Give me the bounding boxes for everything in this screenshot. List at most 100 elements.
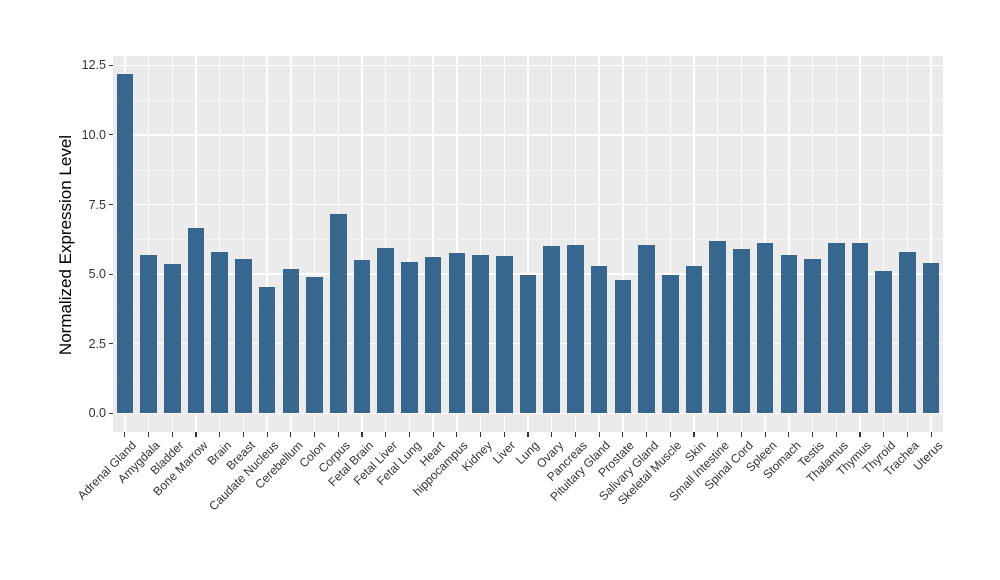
x-tick-mark: [788, 432, 790, 437]
bar-pituitary-gland: [590, 265, 608, 414]
bar-kidney: [472, 254, 489, 414]
y-tick-label-10.0: 10.0: [81, 127, 106, 142]
bar-adrenal-gland: [116, 73, 134, 414]
bar-cerebellum: [282, 268, 300, 414]
y-tick-label-0.0: 0.0: [88, 406, 106, 421]
y-tick-label-12.5: 12.5: [81, 58, 106, 73]
bar-ovary: [543, 246, 560, 414]
bar-bone-marrow: [187, 228, 205, 414]
bar-hippocampus: [448, 253, 466, 414]
bar-spinal-cord: [733, 249, 750, 414]
bar-prostate: [614, 279, 632, 414]
x-tick-mark: [503, 432, 505, 437]
bar-pancreas: [567, 244, 584, 414]
x-tick-mark: [242, 432, 245, 437]
gridline-major-vertical: [574, 56, 577, 432]
gridline-major-vertical: [313, 56, 316, 432]
gridline-major-vertical: [906, 56, 909, 432]
bar-colon: [306, 276, 323, 414]
x-tick-mark: [337, 432, 339, 437]
bar-testis: [804, 258, 821, 414]
bar-thyroid: [875, 271, 892, 414]
plot-panel: [113, 56, 943, 432]
gridline-major-vertical: [242, 56, 245, 432]
x-tick-mark: [693, 432, 695, 437]
x-tick-mark: [740, 432, 743, 437]
x-tick-mark: [669, 432, 671, 437]
x-tick-mark: [645, 432, 648, 437]
bar-fetal-brain: [353, 260, 371, 414]
y-tick-mark: [108, 134, 113, 136]
x-tick-mark: [171, 432, 173, 437]
y-tick-mark: [108, 273, 113, 275]
bar-bladder: [163, 264, 181, 414]
x-tick-mark: [313, 432, 316, 437]
bar-trachea: [899, 251, 916, 414]
y-tick-mark: [108, 343, 113, 345]
x-tick-mark: [290, 432, 292, 437]
gridline-major-vertical: [882, 56, 885, 432]
x-tick-mark: [385, 432, 387, 437]
gridline-major-vertical: [503, 56, 506, 432]
x-tick-mark: [479, 432, 482, 437]
bar-lung: [519, 275, 537, 414]
gridline-major-vertical: [669, 56, 672, 432]
bar-brain: [211, 251, 228, 414]
bar-amygdala: [140, 254, 157, 414]
bar-fetal-liver: [377, 247, 394, 414]
bar-corpus: [329, 214, 347, 414]
gridline-major-vertical: [384, 56, 387, 432]
bar-breast: [235, 258, 252, 414]
x-tick-mark: [219, 432, 221, 437]
x-tick-mark: [598, 432, 600, 437]
bar-liver: [495, 256, 513, 414]
x-tick-mark: [527, 432, 529, 437]
gridline-major-vertical: [408, 56, 411, 432]
bar-small-intestine: [709, 240, 726, 414]
x-tick-mark: [811, 432, 814, 437]
y-tick-mark: [108, 412, 113, 414]
gridline-major-vertical: [361, 56, 363, 432]
x-tick-mark: [883, 432, 885, 437]
x-tick-mark: [622, 432, 624, 437]
bar-thalamus: [827, 243, 845, 414]
x-tick-label-liver: Liver: [490, 438, 519, 467]
x-tick-mark: [266, 432, 268, 437]
gridline-major-vertical: [930, 56, 932, 432]
gridline-major-vertical: [693, 56, 695, 432]
bar-stomach: [780, 254, 798, 414]
x-tick-mark: [835, 432, 837, 437]
y-tick-mark: [108, 203, 113, 206]
y-tick-label-5.0: 5.0: [88, 267, 106, 282]
x-tick-mark: [906, 432, 909, 437]
gridline-major-vertical: [598, 56, 600, 432]
x-tick-mark: [764, 432, 766, 437]
gridline-major-vertical: [147, 56, 150, 432]
x-tick-mark: [717, 432, 719, 437]
gridline-major-vertical: [456, 56, 458, 432]
x-tick-mark: [456, 432, 458, 437]
gridline-major-vertical: [218, 56, 221, 432]
x-tick-mark: [574, 432, 577, 437]
y-tick-label-7.5: 7.5: [88, 197, 106, 212]
x-tick-mark: [361, 432, 363, 437]
gridline-major-vertical: [622, 56, 624, 432]
bar-thymus: [851, 243, 869, 414]
gridline-major-vertical: [645, 56, 648, 432]
bar-caudate-nucleus: [258, 286, 276, 414]
gridline-major-vertical: [479, 56, 482, 432]
bar-spleen: [756, 243, 774, 414]
bar-skin: [685, 265, 703, 414]
x-tick-mark: [408, 432, 411, 437]
bar-uterus: [922, 262, 940, 414]
gridline-major-vertical: [740, 56, 743, 432]
bar-skeletal-muscle: [661, 275, 679, 414]
gridline-major-vertical: [811, 56, 814, 432]
x-tick-mark: [124, 432, 126, 437]
gridline-major-vertical: [266, 56, 268, 432]
gridline-major-vertical: [432, 56, 434, 432]
bar-heart: [424, 257, 442, 414]
bar-fetal-lung: [401, 261, 418, 414]
y-tick-label-2.5: 2.5: [88, 336, 106, 351]
